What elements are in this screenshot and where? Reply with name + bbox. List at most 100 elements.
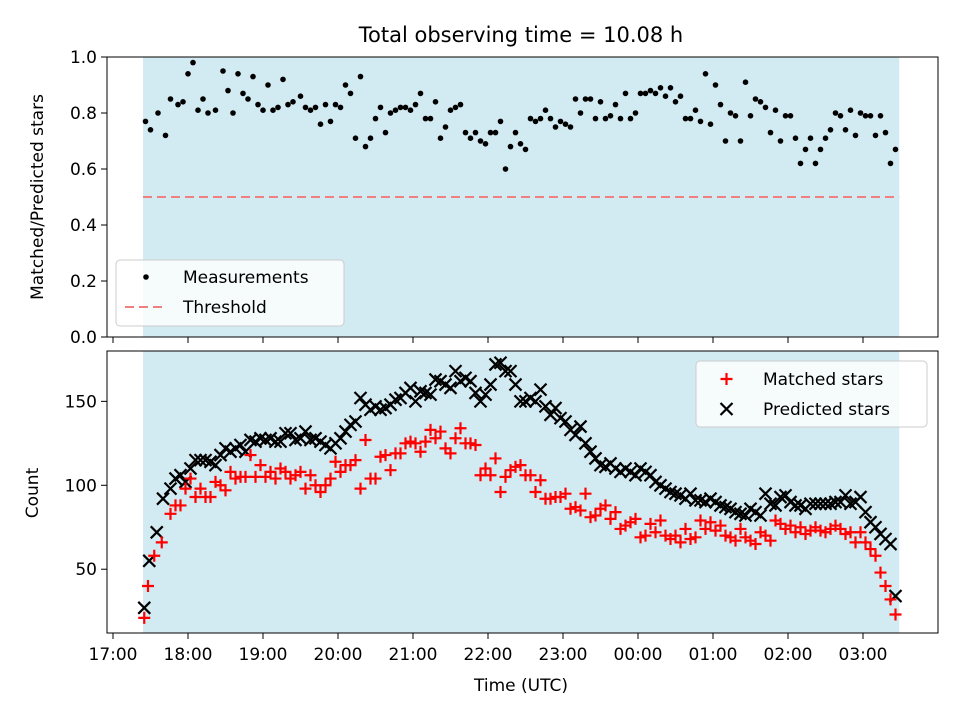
matched-star-marker	[384, 464, 397, 477]
measurement-point	[432, 99, 439, 105]
predicted-star-marker	[233, 438, 248, 452]
measurement-point	[230, 110, 236, 116]
measurement-point	[357, 73, 364, 80]
legend-predicted-marker	[719, 402, 734, 416]
measurement-point	[762, 104, 769, 111]
matched-star-marker	[304, 469, 317, 482]
measurement-point	[557, 118, 564, 125]
bottom-panel: 50 100 150 17:00 18:00 19:00 20:00 21:00 22:00 2…	[23, 350, 939, 696]
measurement-point	[722, 138, 729, 144]
measurement-point	[372, 115, 379, 122]
matched-star-marker	[489, 452, 502, 465]
predicted-star-marker	[808, 496, 823, 511]
matched-star-marker	[254, 459, 267, 472]
matched-star-marker	[204, 491, 217, 504]
measurement-point	[712, 82, 719, 88]
measurement-point	[327, 118, 334, 125]
measurement-point	[167, 96, 174, 102]
predicted-star-marker	[578, 436, 593, 451]
x-tick-label: 00:00	[614, 645, 663, 665]
predicted-star-marker	[503, 364, 518, 378]
measurement-point	[342, 82, 349, 88]
matched-star-marker	[454, 422, 467, 435]
predicted-star-marker	[558, 414, 573, 429]
bottom-y-ticks: 50 100 150	[65, 392, 107, 580]
matched-star-marker	[649, 526, 662, 539]
predicted-star-marker	[568, 428, 583, 442]
matched-star-marker	[434, 425, 447, 438]
measurement-point	[462, 129, 469, 136]
measurement-point	[657, 85, 664, 91]
measurement-point	[852, 132, 859, 139]
measurement-points	[142, 59, 899, 172]
measurement-point	[787, 113, 794, 119]
predicted-star-marker	[283, 426, 298, 441]
measurement-point	[757, 99, 764, 105]
measurement-point	[142, 118, 149, 125]
measurement-point	[552, 124, 559, 130]
matched-star-marker	[299, 482, 312, 495]
matched-star-marker	[484, 469, 497, 482]
matched-star-marker	[334, 465, 347, 478]
measurement-point	[280, 76, 286, 83]
predicted-star-marker	[478, 387, 493, 402]
matched-star-marker	[138, 611, 151, 624]
measurement-point	[190, 59, 196, 66]
matched-star-marker	[749, 538, 762, 551]
measurement-point	[817, 146, 824, 153]
measurement-point	[250, 73, 256, 80]
measurement-point	[637, 90, 644, 97]
measurement-point	[547, 115, 554, 122]
measurement-point	[265, 82, 271, 88]
matched-star-marker	[689, 531, 702, 544]
measurement-point	[492, 129, 499, 136]
measurement-point	[352, 135, 359, 141]
matched-star-marker	[429, 432, 442, 445]
measurement-point	[312, 104, 319, 111]
measurement-point	[827, 127, 834, 133]
measurement-point	[275, 104, 281, 111]
matched-star-marker	[469, 439, 482, 451]
predicted-star-marker	[137, 601, 152, 615]
matched-star-marker	[264, 465, 277, 478]
predicted-star-marker	[423, 387, 438, 402]
matched-star-marker	[479, 462, 492, 475]
matched-star-marker	[359, 433, 372, 446]
predicted-star-marker	[338, 424, 353, 439]
measurement-point	[877, 113, 884, 119]
measurement-point	[382, 129, 389, 136]
matched-star-marker	[174, 499, 187, 512]
predicted-star-marker	[753, 508, 768, 523]
measurement-point	[205, 110, 211, 116]
predicted-star-marker	[448, 364, 463, 378]
matched-star-marker	[874, 566, 887, 579]
matched-star-marker	[269, 472, 282, 485]
measurement-point	[767, 129, 774, 136]
measurement-point	[290, 99, 296, 105]
measurement-point	[862, 113, 869, 119]
matched-star-marker	[794, 521, 807, 534]
measurement-point	[212, 107, 219, 113]
measurement-point	[777, 138, 784, 144]
x-tick-label: 21:00	[389, 645, 438, 665]
matched-star-marker	[294, 465, 307, 478]
predicted-star-marker	[768, 498, 783, 513]
matched-star-marker	[179, 482, 192, 495]
matched-star-marker	[529, 486, 542, 498]
measurement-point	[362, 143, 369, 150]
measurement-point	[742, 79, 749, 85]
predicted-star-marker	[813, 496, 828, 511]
predicted-star-marker	[868, 520, 883, 535]
measurement-point	[457, 101, 464, 108]
predicted-star-marker	[788, 498, 803, 513]
measurement-point	[627, 115, 634, 122]
matched-star-marker	[534, 474, 547, 487]
measurement-point	[717, 101, 724, 108]
predicted-star-marker	[348, 414, 363, 429]
x-tick-label: 20:00	[314, 645, 363, 665]
predicted-star-marker	[548, 401, 563, 415]
measurement-point	[482, 141, 489, 147]
measurement-point	[617, 115, 624, 122]
measurement-point	[225, 87, 231, 94]
